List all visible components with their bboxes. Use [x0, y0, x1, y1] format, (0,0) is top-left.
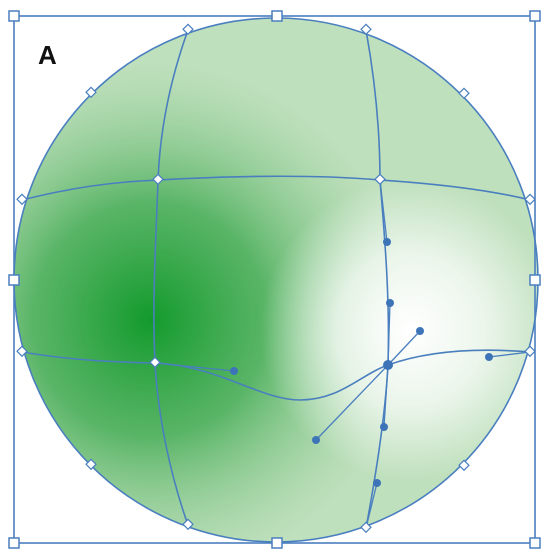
handle-point[interactable]	[383, 238, 391, 246]
resize-handle[interactable]	[272, 538, 282, 548]
handle-point[interactable]	[386, 299, 394, 307]
resize-handle[interactable]	[530, 275, 540, 285]
gradient-mesh-screenshot: A	[0, 0, 550, 555]
page: A (() => { const data = JSON.parse(docum…	[0, 0, 550, 555]
resize-handle[interactable]	[9, 538, 19, 548]
resize-handle[interactable]	[530, 11, 540, 21]
handle-point[interactable]	[380, 423, 388, 431]
handle-point[interactable]	[230, 367, 238, 375]
handle-point[interactable]	[312, 436, 320, 444]
handle-point[interactable]	[373, 479, 381, 487]
resize-handle[interactable]	[272, 11, 282, 21]
resize-handle[interactable]	[9, 275, 19, 285]
resize-handle[interactable]	[530, 538, 540, 548]
handle-point[interactable]	[485, 353, 493, 361]
panel-label: A	[38, 40, 57, 70]
resize-handle[interactable]	[9, 11, 19, 21]
handle-point[interactable]	[383, 360, 393, 370]
handle-point[interactable]	[416, 327, 424, 335]
